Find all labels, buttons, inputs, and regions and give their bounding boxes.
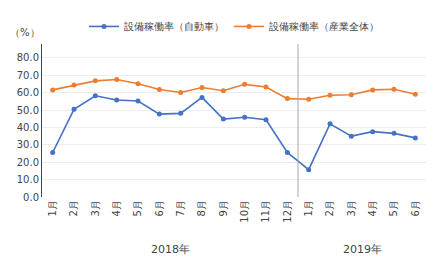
svg-text:2018年: 2018年 bbox=[151, 243, 190, 256]
svg-text:2019年: 2019年 bbox=[343, 243, 382, 256]
svg-text:20.0: 20.0 bbox=[17, 157, 39, 168]
svg-text:1月: 1月 bbox=[47, 200, 58, 216]
svg-text:1月: 1月 bbox=[303, 200, 314, 216]
svg-text:8月: 8月 bbox=[196, 200, 207, 216]
svg-text:10.0: 10.0 bbox=[17, 174, 39, 185]
svg-text:4月: 4月 bbox=[367, 200, 378, 216]
svg-text:7月: 7月 bbox=[175, 200, 186, 216]
svg-text:設備稼働率（産業全体）: 設備稼働率（産業全体） bbox=[269, 21, 379, 32]
svg-text:3月: 3月 bbox=[90, 200, 101, 216]
svg-text:6月: 6月 bbox=[410, 200, 421, 216]
svg-text:5月: 5月 bbox=[388, 200, 399, 216]
svg-text:6月: 6月 bbox=[154, 200, 165, 216]
svg-text:9月: 9月 bbox=[218, 200, 229, 216]
svg-text:60.0: 60.0 bbox=[17, 87, 39, 98]
svg-text:5月: 5月 bbox=[132, 200, 143, 216]
svg-text:70.0: 70.0 bbox=[17, 70, 39, 81]
svg-text:40.0: 40.0 bbox=[17, 122, 39, 133]
svg-text:（%）: （%） bbox=[10, 27, 40, 38]
svg-text:設備稼働率（自動車）: 設備稼働率（自動車） bbox=[124, 21, 224, 32]
svg-text:4月: 4月 bbox=[111, 200, 122, 216]
svg-text:12月: 12月 bbox=[282, 200, 293, 223]
svg-text:30.0: 30.0 bbox=[17, 139, 39, 150]
svg-text:0.0: 0.0 bbox=[23, 192, 39, 203]
svg-text:3月: 3月 bbox=[346, 200, 357, 216]
svg-text:2月: 2月 bbox=[68, 200, 79, 216]
svg-text:50.0: 50.0 bbox=[17, 105, 39, 116]
svg-text:80.0: 80.0 bbox=[17, 52, 39, 63]
svg-text:2月: 2月 bbox=[324, 200, 335, 216]
svg-text:10月: 10月 bbox=[239, 200, 250, 223]
svg-text:11月: 11月 bbox=[260, 200, 271, 223]
